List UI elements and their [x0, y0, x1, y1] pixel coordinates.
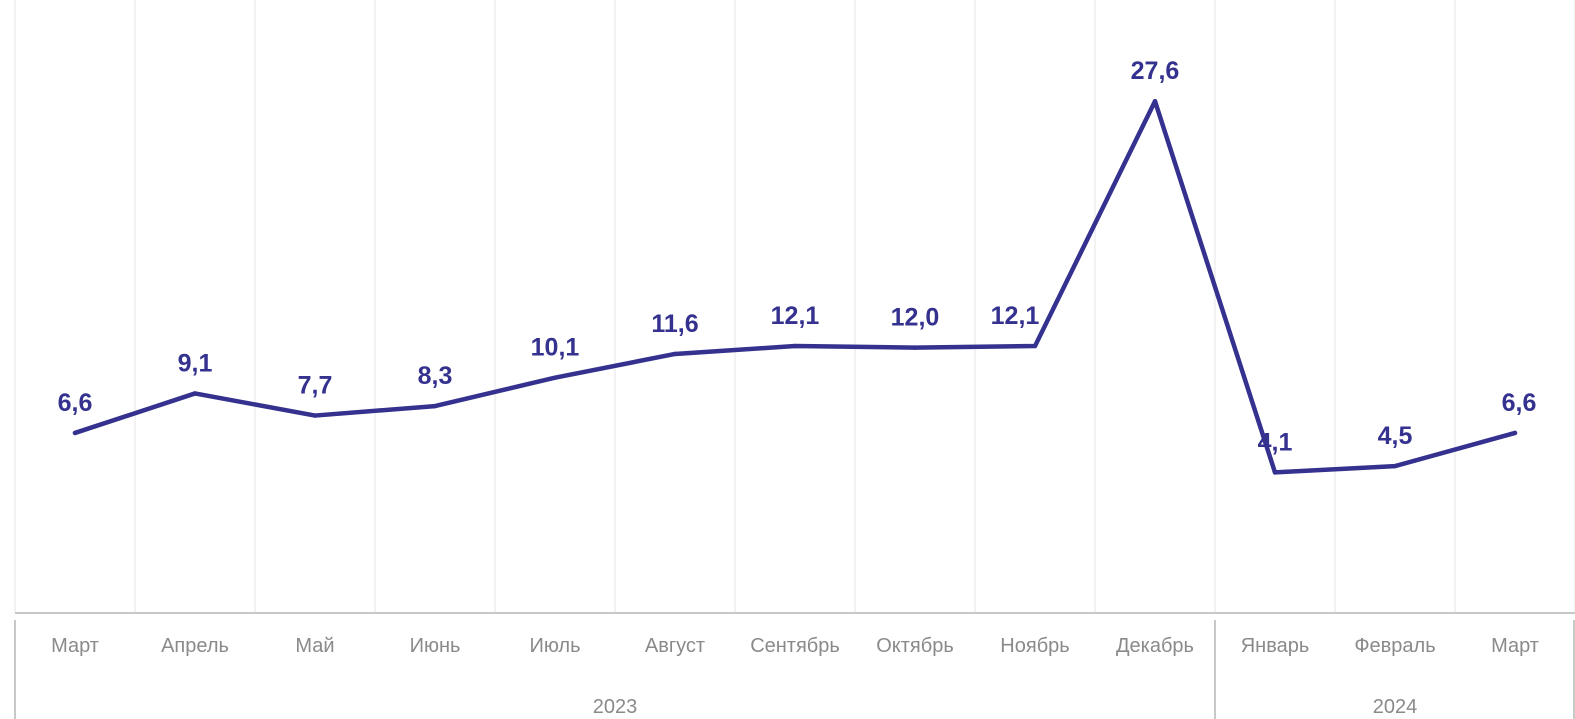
- data-point: [912, 345, 918, 350]
- data-label: 4,1: [1258, 428, 1293, 456]
- x-tick-labels: Март Апрель Май Июнь Июль Август Сентябрь Октяб…: [51, 635, 1539, 657]
- data-label: 27,6: [1131, 57, 1180, 85]
- data-point: [552, 375, 558, 380]
- x-tick-label: Декабрь: [1116, 635, 1194, 657]
- x-tick-label: Март: [51, 635, 99, 657]
- data-point: [672, 351, 678, 357]
- x-tick-label: Май: [295, 635, 334, 657]
- data-label: 12,1: [991, 302, 1040, 330]
- data-label: 12,0: [891, 304, 940, 332]
- data-point: [1152, 99, 1158, 104]
- year-label: 2024: [1373, 696, 1418, 718]
- x-tick-label: Ноябрь: [1000, 635, 1069, 657]
- data-point: [1512, 430, 1518, 436]
- data-label: 12,1: [771, 302, 820, 330]
- data-point: [432, 403, 438, 409]
- data-label: 4,5: [1378, 422, 1413, 450]
- x-tick-label: Апрель: [161, 635, 229, 657]
- x-tick-label: Сентябрь: [750, 635, 840, 657]
- data-point: [312, 413, 318, 418]
- data-label: 11,6: [651, 310, 698, 338]
- x-tick-label: Июль: [529, 635, 580, 657]
- series-line: [72, 98, 1518, 475]
- year-group-labels: 2023 2024: [593, 696, 1418, 718]
- x-tick-label: Февраль: [1354, 635, 1435, 657]
- grid-lines: [14, 0, 1575, 613]
- data-labels: 6,6 9,1 7,7 8,3 10,1 11,6 12,1 12,0 12,1 27,6 4,1 4…: [58, 57, 1537, 456]
- year-label: 2023: [593, 696, 638, 718]
- series: [72, 98, 1518, 475]
- x-axis: [14, 612, 1575, 719]
- data-label: 6,6: [58, 389, 93, 417]
- data-label: 6,6: [1502, 389, 1537, 417]
- data-label: 10,1: [531, 334, 580, 362]
- data-point: [792, 343, 798, 349]
- x-tick-label: Август: [645, 635, 705, 657]
- data-label: 8,3: [418, 362, 453, 390]
- x-tick-label: Июнь: [410, 635, 461, 657]
- x-tick-label: Октябрь: [876, 635, 954, 657]
- data-point: [1272, 470, 1278, 475]
- data-label: 7,7: [298, 372, 333, 400]
- x-tick-label: Январь: [1241, 635, 1310, 657]
- data-point: [72, 430, 78, 436]
- data-point: [192, 391, 198, 396]
- data-label: 9,1: [178, 349, 213, 377]
- data-point: [1032, 343, 1038, 349]
- x-tick-label: Март: [1491, 635, 1539, 657]
- data-point: [1392, 463, 1398, 469]
